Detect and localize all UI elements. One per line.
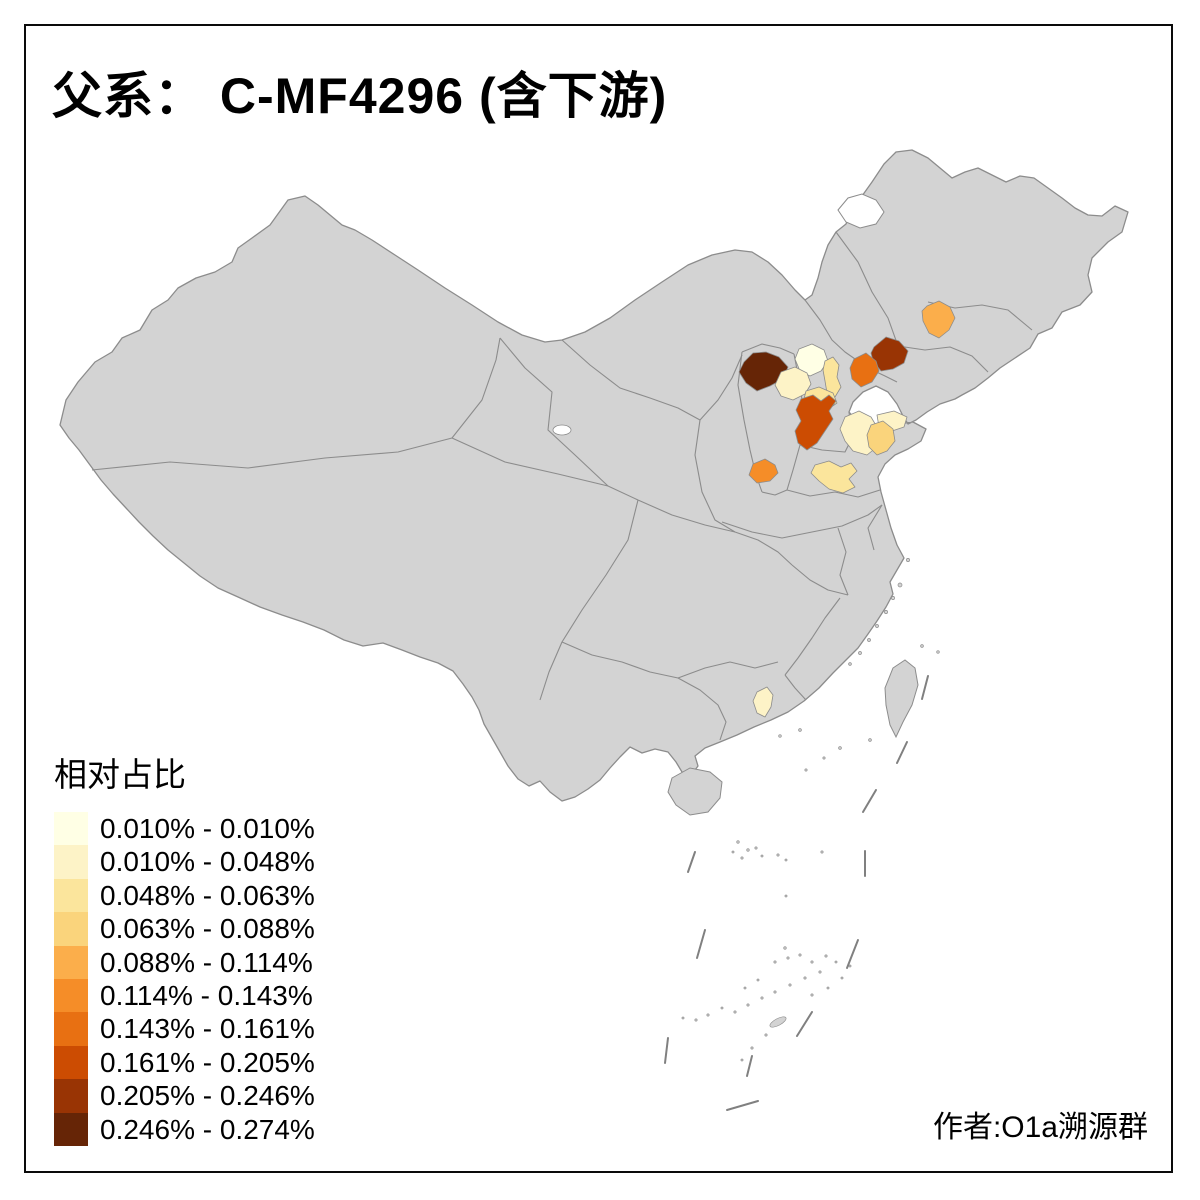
region-qingdao [866, 420, 896, 456]
region-southern-hebei [794, 394, 837, 451]
map-title: 父系： C-MF4296 (含下游) [52, 68, 668, 124]
region-beijing [794, 343, 829, 377]
legend-label: 0.161% - 0.205% [100, 1046, 315, 1078]
legend-label: 0.205% - 0.246% [100, 1080, 315, 1112]
choropleth-regions [738, 300, 956, 718]
author-credit: 作者:O1a溯源群 [932, 1111, 1148, 1144]
legend-label: 0.010% - 0.010% [100, 813, 315, 844]
legend-swatch [54, 845, 88, 879]
legend-swatch [54, 1112, 88, 1146]
region-central-liaoning [921, 300, 956, 339]
legend-swatch [54, 878, 88, 913]
region-west-liaoning-coastal [849, 352, 880, 388]
legend-label: 0.246% - 0.274% [100, 1113, 315, 1145]
region-southern-shanxi [748, 458, 779, 484]
region-west-liaoning-inland [870, 336, 909, 372]
legend-row: 0.114% - 0.143% [54, 978, 384, 1013]
legend-row: 0.246% - 0.274% [54, 1112, 384, 1146]
legend-row: 0.048% - 0.063% [54, 878, 384, 913]
hainan-island [667, 767, 723, 816]
legend-label: 0.063% - 0.088% [100, 913, 315, 945]
legend-swatch [54, 912, 88, 946]
region-central-guangdong [752, 686, 774, 718]
legend-row: 0.143% - 0.161% [54, 1012, 384, 1046]
legend-row: 0.010% - 0.048% [54, 845, 384, 879]
legend-label: 0.048% - 0.063% [100, 879, 315, 911]
coastal-islands [778, 558, 940, 750]
legend-row: 0.161% - 0.205% [54, 1045, 384, 1080]
legend-row: 0.010% - 0.010% [54, 812, 384, 846]
legend-row: 0.063% - 0.088% [54, 912, 384, 946]
legend: 相对占比 0.010% - 0.010% 0.010% - 0.048% 0.0… [54, 748, 384, 1146]
region-southwest-shandong [810, 460, 858, 494]
legend-row: 0.088% - 0.114% [54, 945, 384, 979]
mainland-outline [59, 149, 1129, 802]
province-borders [91, 231, 1033, 741]
hulun-lake [837, 193, 885, 229]
legend-swatch [54, 812, 88, 846]
taiwan-island [884, 659, 919, 739]
south-china-sea-islands [681, 756, 852, 1062]
legend-row: 0.205% - 0.246% [54, 1079, 384, 1113]
nine-dash-line [664, 675, 929, 1111]
qinghai-lake [552, 424, 572, 436]
legend-swatch [54, 1079, 88, 1113]
legend-title: 相对占比 [54, 756, 186, 793]
legend-label: 0.010% - 0.048% [100, 846, 315, 878]
legend-swatch [54, 945, 88, 979]
legend-swatch [54, 978, 88, 1013]
legend-label: 0.114% - 0.143% [100, 979, 313, 1011]
legend-swatch [54, 1045, 88, 1080]
region-tianjin [822, 356, 842, 398]
legend-swatch [54, 1012, 88, 1046]
legend-label: 0.143% - 0.161% [100, 1013, 315, 1045]
legend-label: 0.088% - 0.114% [100, 946, 313, 978]
